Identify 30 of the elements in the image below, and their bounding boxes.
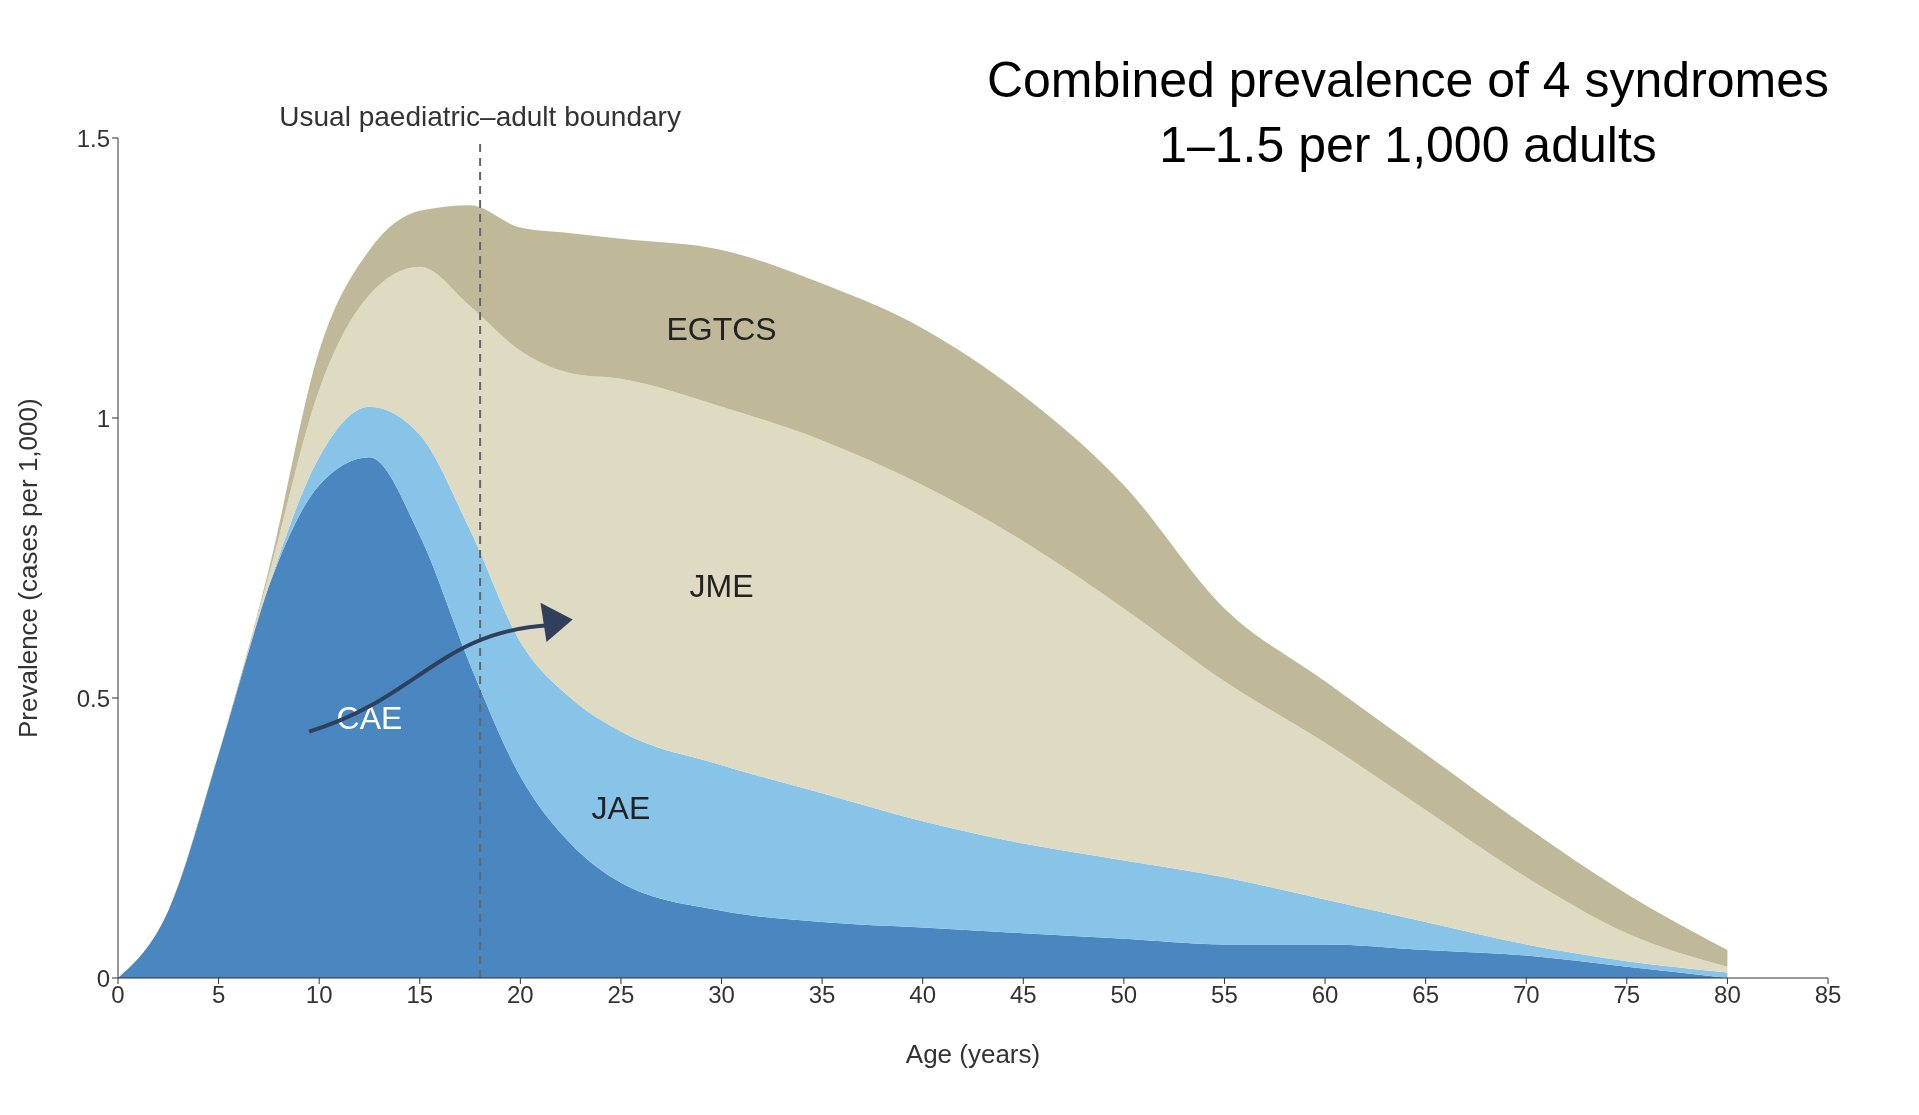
series-label: JAE [591, 789, 651, 826]
chart-subtitle: 1–1.5 per 1,000 adults [1158, 116, 1658, 175]
x-tick-label: 80 [1714, 981, 1741, 1009]
x-tick-label: 5 [211, 981, 226, 1009]
y-tick-label: 0.5 [76, 684, 110, 712]
x-tick-label: 20 [507, 981, 534, 1009]
x-tick-label: 85 [1814, 981, 1842, 1009]
x-tick-label: 40 [909, 981, 937, 1009]
x-axis-title: Age (years) [905, 1039, 1041, 1069]
x-tick-label: 15 [406, 981, 434, 1009]
x-tick-label: 75 [1613, 981, 1641, 1009]
series-label: JME [689, 568, 754, 605]
ref-line-label: Usual paediatric–adult boundary [279, 101, 681, 132]
x-tick-label: 50 [1110, 981, 1138, 1009]
x-tick-label: 35 [808, 981, 836, 1009]
series-label: CAE [336, 699, 403, 736]
x-tick-label: 25 [607, 981, 635, 1009]
chart-title: Combined prevalence of 4 syndromes [985, 51, 1831, 110]
x-tick-label: 65 [1412, 981, 1439, 1009]
x-tick-label: 55 [1211, 981, 1238, 1009]
x-tick-label: 70 [1512, 981, 1540, 1009]
x-tick-label: 60 [1311, 981, 1339, 1009]
x-tick-label: 45 [1009, 981, 1037, 1009]
x-tick-label: 30 [708, 981, 735, 1009]
y-tick-label: 1 [96, 404, 110, 432]
x-tick-label: 10 [305, 981, 333, 1009]
series-label: EGTCS [666, 310, 777, 347]
y-axis-title: Prevalence (cases per 1,000) [13, 398, 44, 738]
y-tick-label: 1.5 [76, 124, 110, 152]
y-tick-label: 0 [96, 964, 110, 992]
